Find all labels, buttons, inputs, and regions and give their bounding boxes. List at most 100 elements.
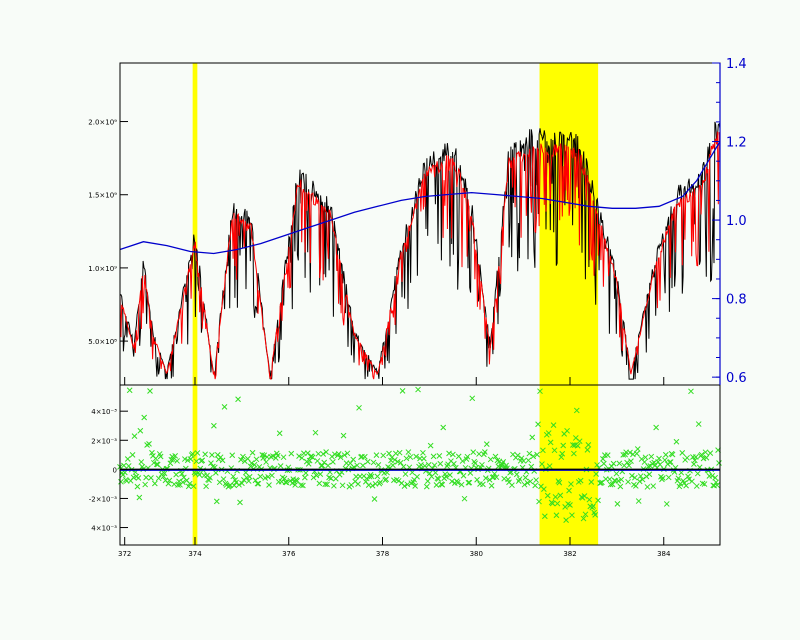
residual-point <box>167 460 174 467</box>
residual-point <box>529 434 536 441</box>
residual-point <box>476 451 482 457</box>
residual-point <box>616 460 623 467</box>
residual-point <box>527 478 534 485</box>
residual-point <box>231 482 238 489</box>
residual-point <box>466 479 473 486</box>
residual-point <box>624 459 630 466</box>
residual-point <box>141 414 148 421</box>
residual-point <box>707 450 714 457</box>
residual-point <box>270 453 276 459</box>
residual-point <box>157 453 164 460</box>
y-tick-label-right: 1.4 <box>726 57 747 72</box>
residual-point <box>539 461 545 467</box>
residual-point <box>261 452 268 459</box>
y-tick-label-left: 5.0×10⁸ <box>88 338 117 346</box>
residual-point <box>550 422 557 428</box>
residual-point <box>337 454 344 461</box>
residual-point <box>549 500 556 507</box>
residual-point <box>212 470 219 476</box>
residual-point <box>629 472 635 479</box>
residual-point <box>213 498 220 505</box>
residual-point <box>199 457 206 464</box>
residual-point <box>568 481 574 487</box>
residual-point <box>493 474 500 481</box>
residual-point <box>533 477 539 483</box>
residual-point <box>292 482 299 488</box>
residual-point <box>131 433 138 439</box>
residual-point <box>230 473 237 480</box>
residual-point <box>360 462 366 469</box>
residual-point <box>500 459 507 465</box>
residual-point <box>688 388 694 395</box>
residual-point <box>217 454 224 461</box>
residual-point <box>460 472 467 479</box>
residual-point <box>566 487 572 494</box>
residual-point <box>580 515 587 522</box>
residual-point <box>459 458 466 464</box>
residual-point <box>314 458 321 464</box>
residual-point <box>545 430 552 436</box>
x-tick-label: 382 <box>563 550 576 558</box>
residual-point <box>625 478 631 485</box>
residual-point <box>593 471 599 477</box>
residual-point <box>470 449 477 455</box>
residual-point <box>464 453 471 460</box>
lower-panel-series <box>117 386 722 524</box>
residual-point <box>221 404 228 410</box>
residual-point <box>487 456 494 463</box>
residual-point <box>129 451 136 458</box>
tick-labels: 5.0×10⁸ 1.0×10⁹ 1.5×10⁹ 2.0×10⁹ 0.6 0.8 1.0 1.2… <box>88 57 746 558</box>
residual-point <box>532 482 539 489</box>
residual-point <box>268 453 274 460</box>
residual-point <box>693 483 700 489</box>
residual-point <box>118 478 124 485</box>
residual-point <box>254 480 261 487</box>
residual-point <box>528 463 535 470</box>
residual-point <box>689 478 695 485</box>
residual-point <box>667 459 674 465</box>
residual-point <box>239 480 245 487</box>
residual-point <box>703 454 710 461</box>
residual-point <box>615 477 622 484</box>
residual-point <box>143 474 149 481</box>
residual-point <box>516 476 523 482</box>
residual-point <box>535 421 541 428</box>
residual-point <box>152 455 159 462</box>
residual-point <box>325 462 331 469</box>
residual-point <box>437 460 444 467</box>
residual-point <box>374 473 381 480</box>
residual-point <box>251 461 258 468</box>
residual-point <box>220 476 227 482</box>
residual-point <box>432 469 439 476</box>
y-tick-label-lower: -2×10⁻³ <box>89 495 117 503</box>
residual-point <box>534 451 540 458</box>
residual-point <box>600 455 606 462</box>
residual-point <box>590 503 597 509</box>
residual-point <box>436 453 443 459</box>
residual-point <box>632 483 639 489</box>
residual-point <box>317 471 324 478</box>
residual-point <box>166 477 173 484</box>
residual-point <box>454 479 461 486</box>
residual-point <box>420 449 426 456</box>
residual-point <box>266 482 272 488</box>
residual-point <box>371 496 378 502</box>
residual-point <box>356 404 362 411</box>
residual-point <box>702 449 709 456</box>
residual-point <box>526 450 533 457</box>
residual-point <box>433 482 440 488</box>
residual-point <box>209 452 215 458</box>
residual-point <box>125 463 132 469</box>
residual-point <box>172 453 179 459</box>
residual-point <box>400 463 407 470</box>
residual-point <box>521 481 528 488</box>
residual-point <box>552 494 559 500</box>
x-tick-label: 374 <box>188 550 202 558</box>
residual-point <box>386 450 392 457</box>
y-tick-label-lower: 0 <box>113 466 117 474</box>
residual-point <box>633 450 640 457</box>
residual-point <box>699 480 706 487</box>
residual-point <box>574 442 581 449</box>
residual-point <box>138 459 145 465</box>
residual-point <box>560 442 567 449</box>
